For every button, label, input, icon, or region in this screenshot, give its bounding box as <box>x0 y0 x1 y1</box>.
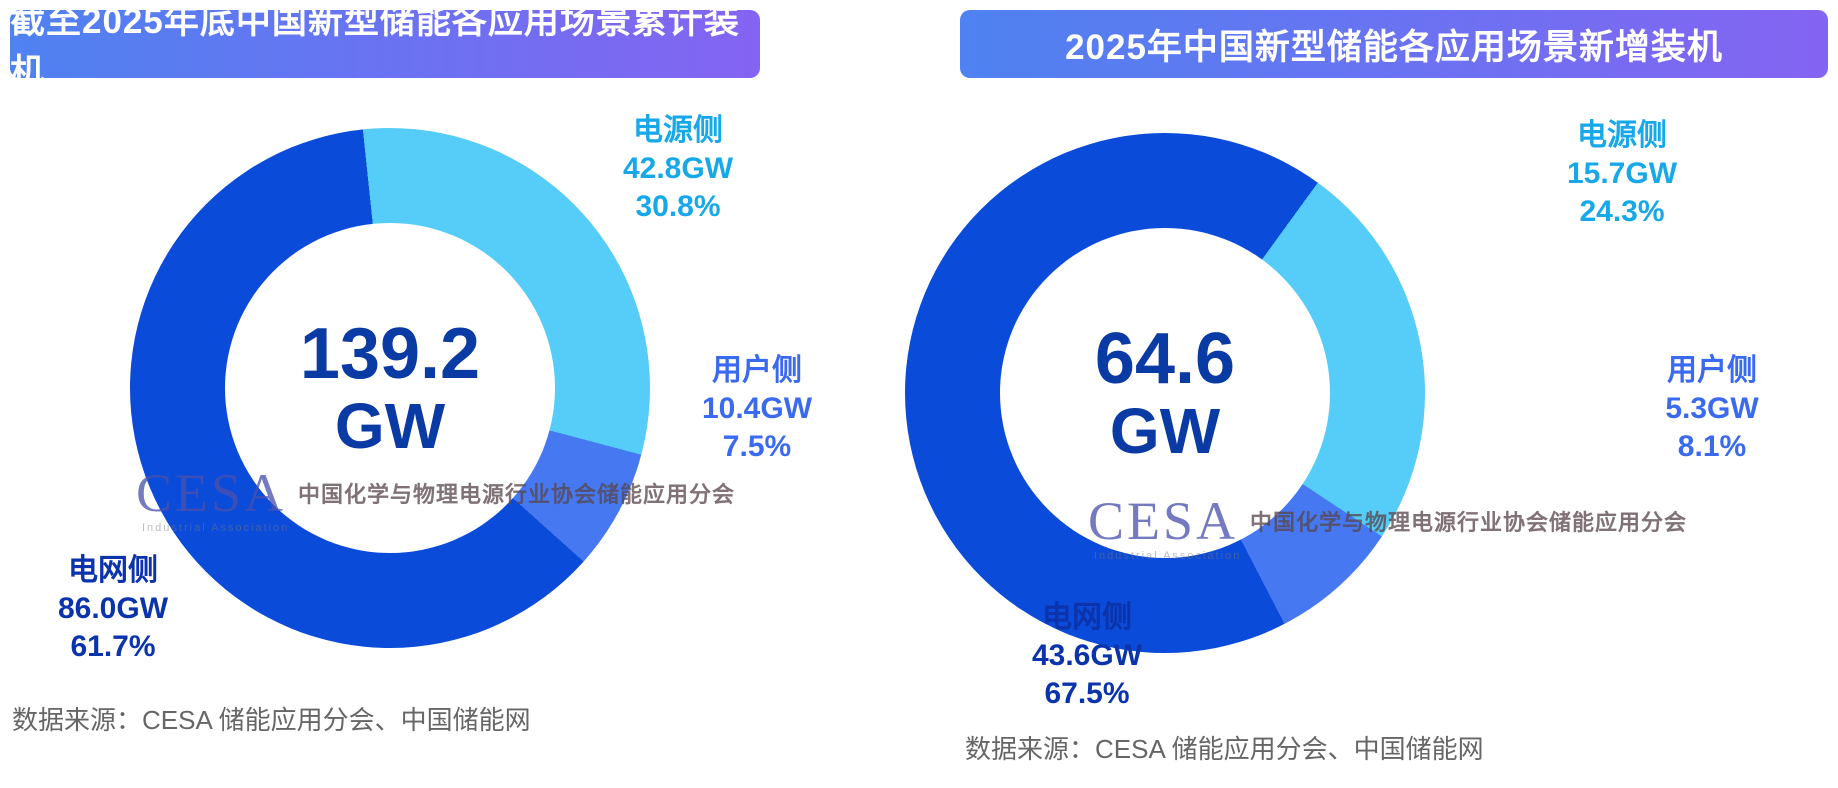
slice-label-user-side: 用户侧 10.4GW 7.5% <box>637 352 877 466</box>
donut-chart-new-additions: 64.6 GW <box>905 133 1425 653</box>
data-source-note: 数据来源：CESA 储能应用分会、中国储能网 <box>12 705 531 735</box>
slice-label-user-side: 用户侧 5.3GW 8.1% <box>1592 352 1832 466</box>
slice-percent: 61.7% <box>70 630 156 663</box>
slice-value: 86.0GW <box>57 592 169 625</box>
slice-name: 电源侧 <box>633 114 723 147</box>
cumulative-chart-title: 截至2025年底中国新型储能各应用场景累计装机 <box>10 2 740 92</box>
slice-percent: 24.3% <box>1579 195 1665 228</box>
slice-value: 42.8GW <box>622 152 734 185</box>
donut-center-new-additions: 64.6 GW <box>1000 228 1330 558</box>
total-unit: GW <box>334 390 446 462</box>
total-value: 64.6 <box>1094 319 1236 399</box>
new-additions-chart-title-banner: 2025年中国新型储能各应用场景新增装机 <box>960 10 1828 78</box>
slice-value: 10.4GW <box>701 392 813 425</box>
new-additions-chart-title: 2025年中国新型储能各应用场景新增装机 <box>1065 27 1723 67</box>
slice-label-power-side: 电源侧 15.7GW 24.3% <box>1502 117 1742 231</box>
slice-name: 电源侧 <box>1577 119 1667 152</box>
donut-chart-cumulative: 139.2 GW <box>130 128 650 648</box>
cumulative-chart-title-banner: 截至2025年底中国新型储能各应用场景累计装机 <box>10 2 760 92</box>
total-unit: GW <box>1109 395 1221 467</box>
slice-name: 电网侧 <box>1042 601 1132 634</box>
slice-value: 43.6GW <box>1031 639 1143 672</box>
total-value: 139.2 <box>299 314 481 394</box>
slice-name: 用户侧 <box>712 354 802 387</box>
donut-center-cumulative: 139.2 GW <box>225 223 555 553</box>
slice-name: 电网侧 <box>68 554 158 587</box>
slice-percent: 67.5% <box>1044 677 1130 710</box>
slice-percent: 7.5% <box>722 430 792 463</box>
slice-value: 5.3GW <box>1665 392 1759 425</box>
data-source-note: 数据来源：CESA 储能应用分会、中国储能网 <box>965 734 1484 764</box>
slice-value: 15.7GW <box>1566 157 1678 190</box>
slice-label-grid-side: 电网侧 86.0GW 61.7% <box>0 552 233 666</box>
slice-percent: 30.8% <box>635 190 721 223</box>
slice-label-grid-side: 电网侧 43.6GW 67.5% <box>967 599 1207 713</box>
slice-label-power-side: 电源侧 42.8GW 30.8% <box>558 112 798 226</box>
slice-percent: 8.1% <box>1677 430 1747 463</box>
slice-name: 用户侧 <box>1667 354 1757 387</box>
